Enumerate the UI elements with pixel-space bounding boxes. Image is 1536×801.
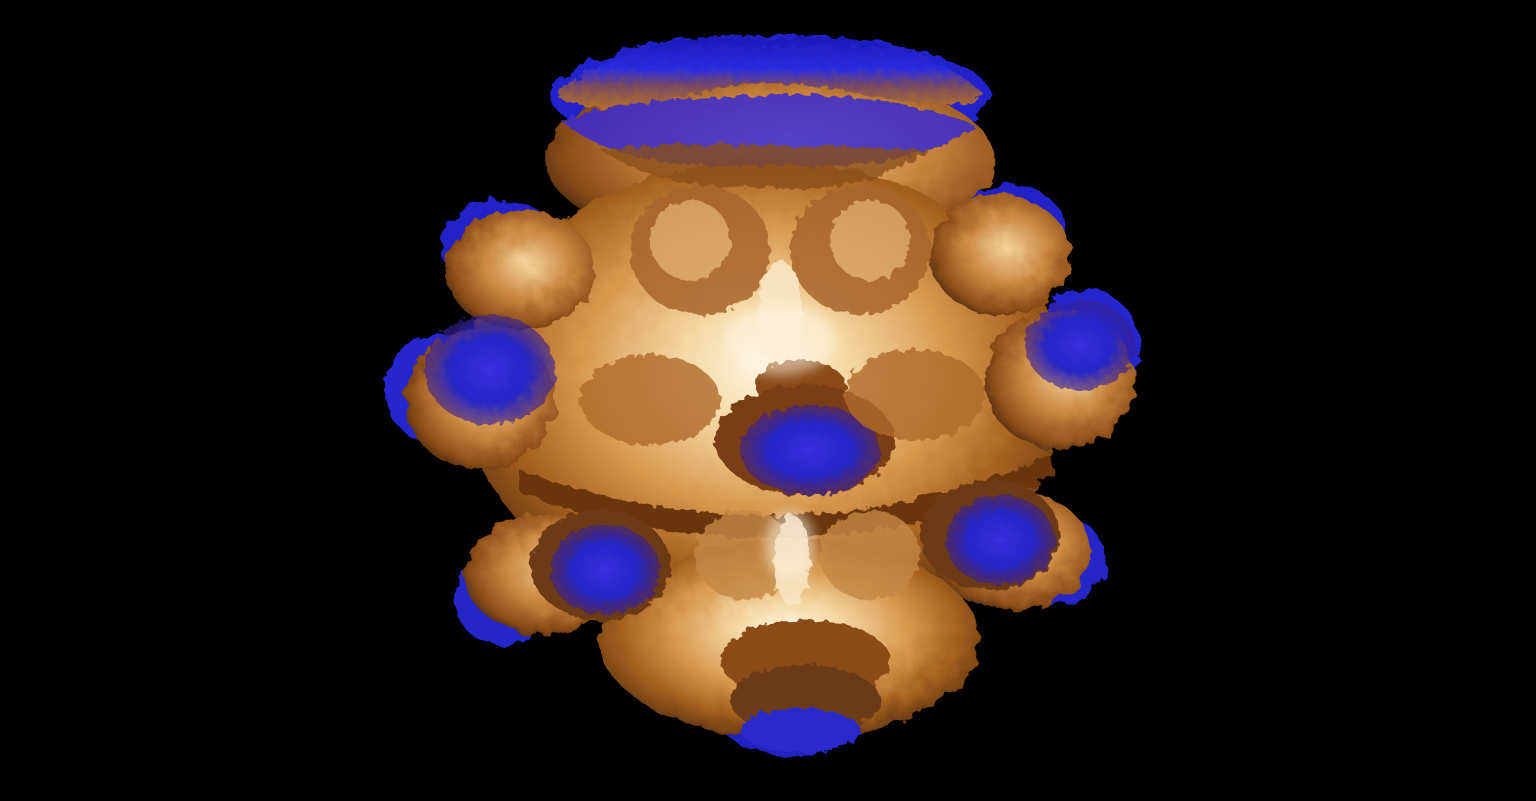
fractal-center-cluster [715, 360, 895, 495]
fractal-mid-lobes [580, 350, 985, 605]
fractal-equator-band [520, 455, 1055, 539]
fractal-side-lobes [425, 300, 1135, 620]
fractal-top-cap [555, 36, 985, 189]
fractal-highlight [725, 305, 835, 580]
fractal-bottom-lobe [720, 620, 890, 752]
